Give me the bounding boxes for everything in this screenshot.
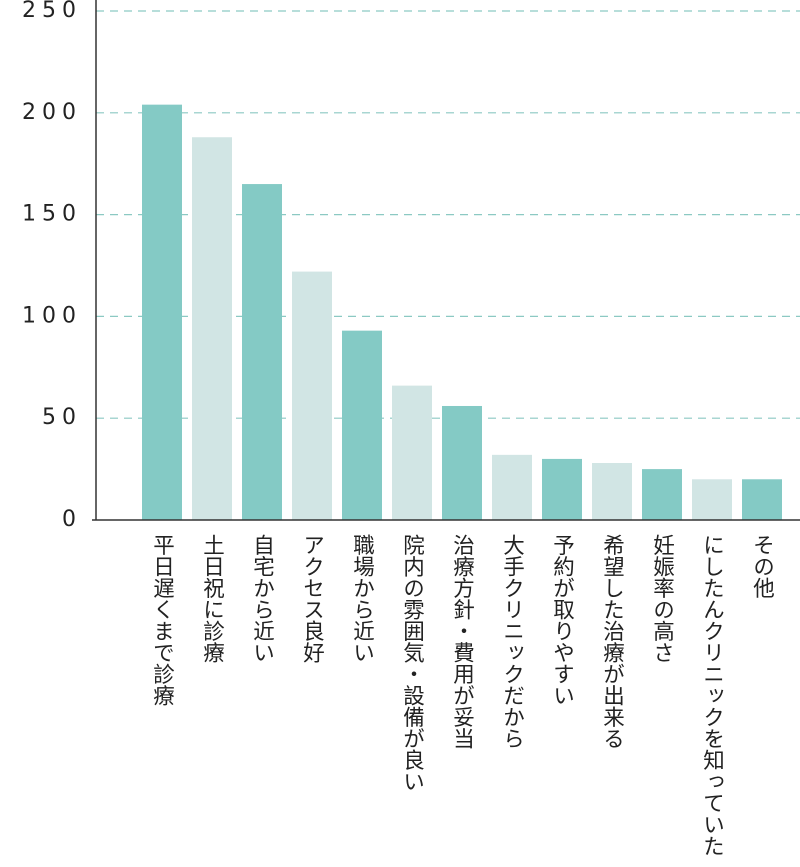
x-tick-label: 希望した治療が出来る <box>600 534 625 749</box>
bar <box>742 479 782 520</box>
bar <box>692 479 732 520</box>
y-tick-label: 100 <box>22 303 82 328</box>
x-tick-label: アクセス良好 <box>300 534 325 663</box>
x-tick-label: にしたんクリニックを知っていた <box>700 534 725 857</box>
bar <box>442 405 482 520</box>
bar <box>242 184 282 520</box>
bar <box>392 385 432 520</box>
x-tick-label: 治療方針・費用が妥当 <box>450 534 475 750</box>
x-tick-label: 職場から近い <box>350 534 375 663</box>
x-tick-label: 平日遅くまで診療 <box>150 534 175 706</box>
y-tick-label: 0 <box>62 507 82 532</box>
x-tick-label: その他 <box>750 534 775 599</box>
bar <box>292 271 332 520</box>
bar <box>142 104 182 520</box>
y-tick-label: 50 <box>42 405 82 430</box>
bar <box>192 137 232 520</box>
bar <box>592 462 632 520</box>
x-tick-label: 大手クリニックだから <box>500 534 525 750</box>
y-tick-label: 250 <box>22 0 82 23</box>
y-tick-label: 200 <box>22 100 82 125</box>
x-tick-label: 予約が取りやすい <box>550 534 575 706</box>
bar <box>492 454 532 520</box>
x-tick-label: 妊娠率の高さ <box>650 534 675 663</box>
x-tick-label: 土日祝に診療 <box>200 534 225 664</box>
x-tick-label: 自宅から近い <box>250 534 275 663</box>
x-tick-label: 院内の雰囲気・設備が良い <box>400 534 425 792</box>
bar <box>642 469 682 520</box>
bar <box>342 330 382 520</box>
bar <box>542 458 582 520</box>
y-tick-label: 150 <box>22 202 82 227</box>
